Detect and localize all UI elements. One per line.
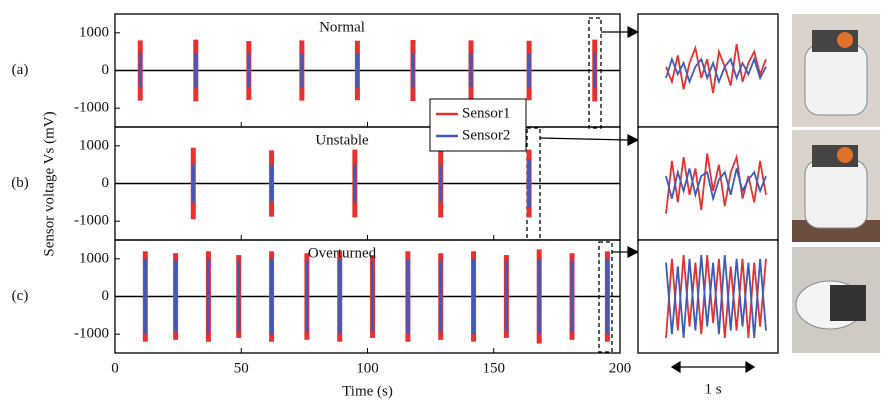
photo — [792, 14, 880, 353]
y-tick-label: 1000 — [79, 24, 109, 40]
inset-trace — [665, 153, 767, 214]
burst — [406, 258, 410, 335]
arrow — [539, 26, 756, 374]
burst — [411, 53, 415, 88]
panel-label: (a) — [12, 62, 29, 78]
x-tick-label: 100 — [356, 360, 379, 376]
x-tick-label: 200 — [609, 360, 632, 376]
burst — [439, 260, 443, 333]
burst — [355, 53, 359, 88]
inset-frame — [637, 126, 779, 241]
y-axis-label: Sensor voltage Vs (mV) — [41, 111, 57, 256]
burst — [338, 258, 342, 335]
panel-title: Unstable — [315, 132, 369, 148]
burst — [138, 53, 142, 88]
y-tick-label: 0 — [102, 175, 110, 191]
burst — [300, 53, 304, 88]
y-tick-label: 1000 — [79, 250, 109, 266]
x-axis-label: Time (s) — [342, 383, 393, 399]
y-tick-label: 0 — [102, 288, 110, 304]
burst — [605, 258, 609, 335]
burst — [527, 159, 531, 208]
inset-frame — [637, 13, 779, 128]
burst — [504, 260, 508, 333]
y-tick-label: 0 — [102, 62, 110, 78]
y-tick-label: -1000 — [74, 326, 109, 342]
burst — [371, 260, 375, 333]
y-tick-label: 1000 — [79, 137, 109, 153]
legend-box — [429, 98, 527, 152]
panel-label: (b) — [11, 175, 29, 191]
panel-title: Normal — [319, 19, 365, 35]
inset-trace — [665, 56, 767, 85]
y-tick-label: -1000 — [74, 100, 109, 116]
inset-trace — [665, 255, 767, 338]
burst — [439, 165, 443, 202]
burst — [593, 52, 597, 89]
burst — [527, 53, 531, 88]
panel-label: (c) — [12, 288, 29, 304]
burst — [305, 260, 309, 333]
inset-scale-label: 1 s — [704, 381, 721, 397]
y-tick-label: -1000 — [74, 213, 109, 229]
panel-title: Overturned — [308, 245, 377, 261]
burst — [174, 260, 178, 333]
x-tick-label: 0 — [111, 360, 119, 376]
legend-label: Sensor2 — [462, 127, 510, 143]
burst — [247, 53, 251, 88]
burst — [206, 258, 210, 335]
burst — [143, 258, 147, 335]
burst — [570, 260, 574, 333]
burst — [237, 260, 241, 333]
burst — [537, 258, 541, 335]
burst — [194, 53, 198, 88]
x-tick-label: 150 — [483, 360, 506, 376]
x-tick-label: 50 — [234, 360, 249, 376]
inset-trace — [665, 168, 767, 203]
burst — [353, 164, 357, 203]
burst — [270, 258, 274, 335]
legend-label: Sensor1 — [462, 105, 510, 121]
burst — [469, 53, 473, 88]
burst — [270, 165, 274, 202]
burst — [191, 164, 195, 203]
burst — [472, 258, 476, 335]
